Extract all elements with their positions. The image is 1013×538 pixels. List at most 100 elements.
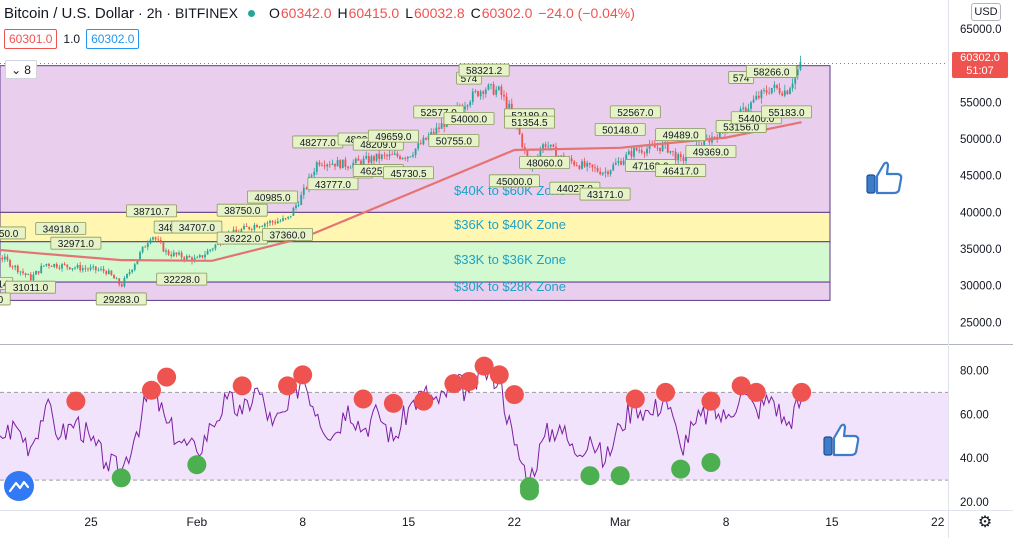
candle[interactable] [581, 159, 583, 170]
candle[interactable] [22, 268, 24, 276]
candle[interactable] [175, 252, 178, 258]
overbought-marker[interactable] [414, 391, 434, 411]
candle[interactable] [542, 142, 544, 154]
candle[interactable] [588, 162, 591, 169]
overbought-marker[interactable] [746, 382, 766, 402]
candle[interactable] [583, 157, 586, 168]
candle[interactable] [313, 167, 316, 179]
candle[interactable] [586, 160, 589, 172]
candle[interactable] [53, 263, 56, 269]
price-label[interactable]: 49489.0 [655, 128, 707, 142]
candle[interactable] [162, 241, 165, 253]
candle[interactable] [9, 258, 11, 268]
candle[interactable] [295, 203, 297, 211]
candle[interactable] [495, 85, 498, 98]
candle[interactable] [24, 272, 27, 278]
candle[interactable] [341, 159, 344, 169]
candle[interactable] [3, 253, 6, 263]
price-label[interactable]: 38710.7 [126, 204, 177, 218]
candle[interactable] [487, 83, 490, 91]
price-zone-rect[interactable] [0, 211, 831, 243]
candle[interactable] [347, 165, 349, 171]
candle[interactable] [271, 219, 274, 226]
price-label[interactable]: 38750.0 [216, 203, 268, 217]
oversold-marker[interactable] [610, 466, 630, 486]
candle[interactable] [71, 268, 74, 272]
candle[interactable] [633, 146, 635, 161]
candle[interactable] [204, 250, 206, 261]
candle[interactable] [110, 270, 113, 276]
candle[interactable] [599, 167, 602, 176]
price-label[interactable]: 55183.0 [761, 105, 812, 119]
candle[interactable] [440, 117, 443, 129]
candle[interactable] [591, 164, 594, 172]
overbought-marker[interactable] [383, 393, 403, 413]
rsi-line[interactable] [0, 363, 803, 487]
candle[interactable] [373, 154, 375, 166]
candle[interactable] [409, 156, 412, 158]
candle[interactable] [61, 263, 63, 272]
overbought-marker[interactable] [701, 391, 721, 411]
candle[interactable] [406, 156, 409, 162]
candle[interactable] [300, 191, 303, 206]
candle[interactable] [672, 150, 674, 157]
candle[interactable] [35, 270, 37, 275]
candle[interactable] [11, 265, 14, 270]
candle[interactable] [302, 184, 305, 200]
candle[interactable] [479, 89, 482, 100]
overbought-marker[interactable] [353, 389, 373, 409]
candle[interactable] [482, 89, 485, 100]
candle[interactable] [490, 83, 492, 90]
candle[interactable] [318, 160, 321, 167]
price-zone-rect[interactable] [0, 281, 831, 301]
candle[interactable] [198, 253, 201, 259]
candle[interactable] [331, 159, 334, 166]
candle[interactable] [643, 151, 646, 158]
candle[interactable] [500, 84, 503, 100]
candle[interactable] [383, 151, 386, 160]
candle[interactable] [32, 271, 35, 281]
candle[interactable] [503, 90, 505, 101]
candle[interactable] [266, 220, 269, 228]
symbol-name[interactable]: Bitcoin / U.S. Dollar [4, 4, 135, 22]
candle[interactable] [211, 247, 214, 252]
candle[interactable] [100, 266, 102, 272]
candle[interactable] [315, 160, 318, 175]
candle[interactable] [48, 262, 50, 269]
price-label[interactable]: 45000.0 [488, 174, 540, 188]
candle[interactable] [755, 91, 758, 101]
candle[interactable] [604, 167, 607, 178]
candle[interactable] [37, 270, 40, 275]
candle[interactable] [113, 274, 115, 279]
price-label[interactable]: 34707.0 [171, 220, 223, 234]
candle[interactable] [16, 264, 19, 275]
overbought-marker[interactable] [459, 371, 479, 391]
candle[interactable] [791, 78, 794, 92]
indicators-collapse-button[interactable]: ⌄ 8 [5, 60, 37, 79]
candle[interactable] [328, 160, 331, 168]
candle[interactable] [760, 89, 763, 104]
candle[interactable] [640, 146, 643, 155]
candle[interactable] [497, 85, 500, 91]
candle[interactable] [29, 271, 32, 283]
candle[interactable] [201, 254, 204, 259]
candle[interactable] [334, 163, 336, 171]
candle[interactable] [120, 282, 123, 288]
candle[interactable] [679, 151, 682, 162]
candle[interactable] [469, 100, 472, 108]
candle[interactable] [609, 169, 612, 177]
candle[interactable] [79, 261, 82, 273]
candle[interactable] [178, 250, 180, 256]
price-label[interactable]: 32228.0 [156, 272, 208, 286]
candle[interactable] [45, 263, 48, 267]
candle[interactable] [282, 215, 284, 222]
candle[interactable] [391, 151, 394, 156]
candle[interactable] [388, 150, 391, 160]
candle[interactable] [326, 163, 329, 172]
candle[interactable] [682, 154, 685, 166]
candle[interactable] [386, 153, 388, 161]
price-label[interactable]: 31011.0 [5, 280, 56, 294]
candle[interactable] [763, 87, 765, 94]
candle[interactable] [365, 151, 368, 160]
